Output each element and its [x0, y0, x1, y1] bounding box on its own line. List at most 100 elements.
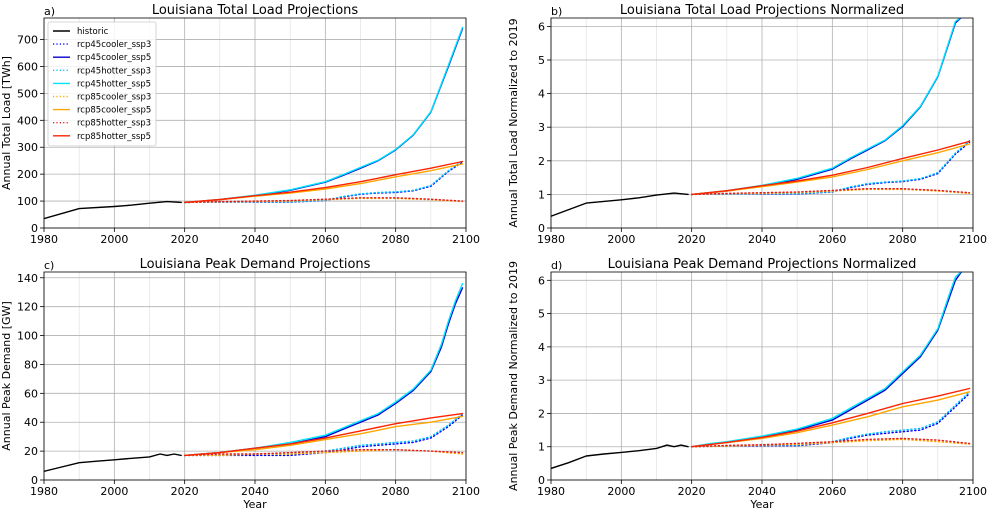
x-axis-label: Year	[242, 498, 267, 511]
y-tick-label: 500	[17, 87, 38, 100]
panel-label: d)	[551, 259, 562, 272]
legend-box	[47, 21, 157, 147]
panel-label: c)	[44, 259, 54, 272]
panel-3: 1980 2000 2020 2040 2060 2080 2100020406080100…	[0, 257, 480, 511]
y-tick-label: 0	[31, 474, 38, 487]
gridlines	[550, 18, 974, 229]
series-line-historic	[44, 200, 182, 220]
series-group	[551, 272, 971, 470]
y-tick-label: 200	[17, 168, 38, 181]
y-tick-label: 140	[17, 272, 38, 285]
series-line-rcp45cooler_ssp5	[691, 18, 962, 196]
y-tick-label: 2	[538, 155, 545, 168]
x-tick-label: 1980	[30, 485, 58, 498]
y-axis-label: Annual Total Load Normalized to 2019	[507, 18, 520, 227]
y-tick-label: 3	[538, 374, 545, 387]
panel-4: 1980 2000 2020 2040 2060 2080 2100 0 1 2 3 4 5 6 Louis…	[507, 257, 987, 511]
x-tick-label: 2080	[889, 485, 917, 498]
y-tick-label: 0	[538, 222, 545, 235]
y-tick-label: 6	[538, 20, 545, 33]
x-tick-label: 2080	[382, 233, 410, 246]
y-tick-label: 5	[538, 54, 545, 67]
panel-2: 1980 2000 2020 2040 2060 2080 2100 0 1 2 3 4 5 6 Louis…	[507, 3, 987, 246]
x-tick-label: 2040	[241, 485, 269, 498]
legend: historic rcp45cooler_ssp3 rcp45cooler_ssp5…	[47, 21, 157, 147]
y-tick-label: 20	[24, 445, 38, 458]
y-tick-label: 300	[17, 141, 38, 154]
series-line-rcp85cooler_ssp3	[184, 449, 464, 457]
legend-entry: rcp45cooler_ssp3	[77, 40, 151, 50]
x-tick-label: 2060	[311, 485, 339, 498]
x-tick-label: 2020	[171, 485, 199, 498]
series-line-rcp45hotter_ssp5	[184, 26, 464, 204]
series-line-rcp85hotter_ssp5	[691, 140, 971, 196]
legend-entry: historic	[77, 27, 109, 37]
y-axis-label: Annual Peak Demand [GW]	[0, 301, 13, 450]
series-group	[551, 18, 971, 217]
x-tick-label: 1980	[30, 233, 58, 246]
chart-title: Louisiana Peak Demand Projections Normal…	[608, 257, 917, 272]
panel-label: a)	[44, 5, 55, 18]
y-tick-label: 0	[31, 222, 38, 235]
x-tick-label: 2100	[959, 485, 987, 498]
y-tick-label: 80	[24, 358, 38, 371]
x-tick-label: 2000	[607, 485, 635, 498]
y-axis-label: Annual Peak Demand Normalized to 2019	[507, 261, 520, 491]
x-tick-label: 2100	[452, 233, 480, 246]
series-line-rcp45hotter_ssp3	[691, 139, 971, 196]
x-tick-label: 1980	[537, 233, 565, 246]
series-line-rcp85hotter_ssp3	[184, 449, 464, 457]
legend-entry: rcp85cooler_ssp5	[77, 106, 151, 116]
x-tick-label: 2080	[889, 233, 917, 246]
gridlines	[550, 272, 974, 481]
series-line-rcp45cooler_ssp3	[691, 392, 971, 448]
series-line-rcp85hotter_ssp5	[691, 387, 971, 448]
x-tick-label: 2060	[311, 233, 339, 246]
y-tick-label: 600	[17, 60, 38, 73]
series-line-rcp85hotter_ssp3	[691, 188, 971, 196]
legend-entry: rcp85hotter_ssp3	[77, 119, 151, 129]
panel-label: b)	[551, 5, 562, 18]
x-tick-label: 2100	[959, 233, 987, 246]
y-tick-label: 1	[538, 441, 545, 454]
y-tick-label: 40	[24, 416, 38, 429]
series-line-rcp85hotter_ssp3	[184, 197, 464, 204]
x-tick-label: 2060	[818, 233, 846, 246]
y-tick-label: 0	[538, 474, 545, 487]
x-tick-label: 2100	[452, 485, 480, 498]
y-tick-label: 4	[538, 88, 545, 101]
x-tick-label: 2020	[678, 485, 706, 498]
x-tick-label: 2000	[100, 485, 128, 498]
series-group	[44, 282, 464, 472]
chart-title: Louisiana Peak Demand Projections	[140, 257, 371, 272]
series-line-rcp45hotter_ssp5	[691, 272, 962, 448]
series-line-rcp45hotter_ssp3	[184, 412, 464, 457]
panel-1: 1980 2000 2020 2040 2060 2080 2100 0 100 200 300 40…	[0, 3, 480, 246]
series-line-historic	[551, 444, 689, 470]
series-line-rcp45hotter_ssp3	[184, 160, 464, 204]
y-axis-label: Annual Total Load [TWh]	[0, 56, 13, 190]
legend-entry: rcp45hotter_ssp5	[77, 79, 151, 89]
x-tick-label: 2040	[748, 485, 776, 498]
x-tick-label: 2040	[241, 233, 269, 246]
series-line-rcp85hotter_ssp3	[691, 437, 971, 448]
legend-entry: rcp45cooler_ssp5	[77, 53, 151, 63]
y-tick-label: 700	[17, 34, 38, 47]
series-line-rcp45cooler_ssp5	[184, 28, 464, 204]
series-line-rcp45hotter_ssp5	[184, 282, 464, 457]
x-tick-label: 2000	[607, 233, 635, 246]
x-tick-label: 2040	[748, 233, 776, 246]
series-line-rcp45cooler_ssp3	[691, 141, 971, 196]
x-tick-label: 2080	[382, 485, 410, 498]
y-tick-label: 100	[17, 330, 38, 343]
x-tick-label: 2020	[171, 233, 199, 246]
x-tick-label: 2000	[100, 233, 128, 246]
y-tick-label: 4	[538, 341, 545, 354]
y-tick-label: 3	[538, 121, 545, 134]
series-line-rcp85hotter_ssp5	[184, 160, 464, 204]
y-tick-label: 5	[538, 308, 545, 321]
series-line-rcp45cooler_ssp3	[184, 414, 464, 457]
y-tick-label: 100	[17, 195, 38, 208]
x-tick-label: 2060	[818, 485, 846, 498]
